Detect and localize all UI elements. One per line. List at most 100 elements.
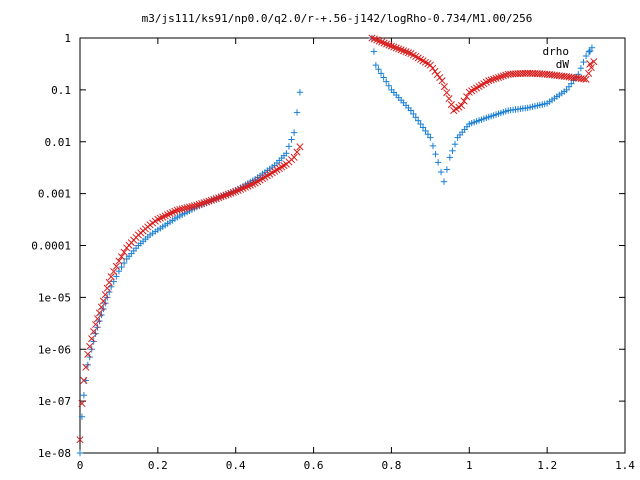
drho-point [434,159,442,166]
dW-point [497,73,505,81]
dW-point [293,148,301,156]
drho-point [288,136,295,143]
dW-point [490,75,498,83]
dW-point [78,399,86,408]
drho-point [383,78,390,85]
dW-point [200,199,208,207]
dW-point [494,73,503,82]
dW-point [445,95,453,103]
dW-point [373,36,381,44]
drho-point [78,413,86,420]
dW-point [436,74,444,82]
dW-point [590,58,598,66]
dW-point [207,196,215,204]
dW-point [232,187,240,196]
dW-point [112,262,120,270]
drho-point [410,110,417,118]
dW-point [249,180,257,188]
drho-point [375,66,382,73]
dW-point [93,315,102,323]
dW-point [239,184,247,192]
dW-point [438,77,446,85]
dW-point [193,201,201,209]
x-tick-label: 1.4 [615,459,635,472]
dW-point [110,267,118,276]
dW-point [217,193,225,201]
dW-point [215,194,223,202]
dW-point [402,48,410,56]
x-tick-label: 1 [466,459,473,472]
drho-point [94,324,101,331]
drho-point [580,58,587,66]
dW-point [107,273,115,281]
drho-point [377,70,385,77]
data-points [76,34,598,457]
drho-point [443,166,451,173]
drho-point [432,150,439,158]
y-tick-label: 1e-06 [38,343,71,356]
drho-point [293,109,301,116]
x-tick-label: 0.4 [226,459,246,472]
drho-point [419,124,427,131]
x-tick-label: 1.2 [537,459,557,472]
dW-point [296,143,304,151]
dW-point [80,376,88,385]
dW-point [244,182,252,190]
drho-point [422,127,429,135]
drho-point [104,294,111,301]
drho-point [372,61,380,69]
dW-point [395,45,403,53]
drho-point [585,48,593,56]
legend-marker-dW [586,60,594,68]
legend-label: dW [556,58,570,71]
x-tick-label: 0.8 [381,459,401,472]
y-tick-label: 0.0001 [31,240,71,253]
series-dW [76,34,598,444]
dW-point [485,77,493,85]
x-tick-label: 0.6 [304,459,324,472]
drho-point [451,141,459,148]
drho-point [90,338,97,345]
drho-point [118,263,125,271]
dW-point [487,76,495,84]
drho-point [285,143,293,150]
drho-point [76,449,84,457]
dW-point [101,291,109,299]
dW-point [397,46,405,54]
legend-marker-drho [586,47,594,55]
drho-point [86,353,93,361]
y-tick-label: 1e-05 [38,291,71,304]
drho-point [414,117,422,124]
dW-point [212,195,220,203]
dW-point [76,436,84,444]
drho-point [440,178,448,185]
dW-point [99,297,107,305]
dW-point [431,67,439,75]
dW-point [433,70,441,79]
axis-ticks: 0 0.2 0.4 0.6 0.8 1 1.2 1.4 1e-08 1e-07 1e-06 1e-05… [31,32,635,472]
dW-point [404,49,413,57]
drho-point [120,259,128,267]
dW-point [380,39,388,47]
dW-point [426,61,434,69]
x-tick-label: 0 [77,459,84,472]
dW-point [84,350,92,358]
legend-label: drho [543,45,570,58]
dW-point [86,342,94,351]
dW-point [95,309,104,317]
drho-point [385,82,393,89]
drho-point [417,120,424,128]
dW-point [499,72,507,80]
dW-point [582,75,590,83]
dW-point [368,34,376,42]
dW-point [219,192,228,200]
dW-point [290,153,298,161]
y-tick-label: 0.1 [51,84,71,97]
y-tick-label: 1 [64,32,71,45]
drho-point [577,64,585,72]
plot-frame [79,37,626,454]
dW-point [392,44,400,52]
dW-point [440,83,448,91]
dW-point [234,186,242,194]
